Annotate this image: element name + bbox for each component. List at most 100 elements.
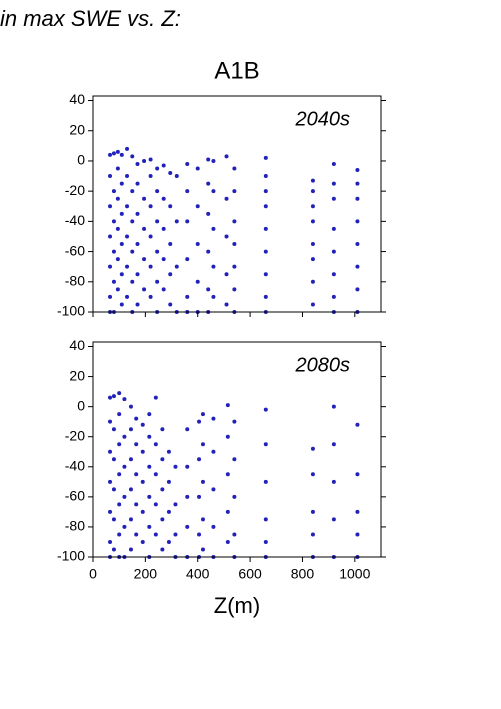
data-point <box>140 449 145 454</box>
y-tick-label: 40 <box>69 91 85 107</box>
data-point <box>128 404 133 409</box>
data-point <box>111 457 116 462</box>
data-point <box>225 509 230 514</box>
data-point <box>155 279 160 284</box>
data-point <box>166 449 171 454</box>
data-point <box>117 502 122 507</box>
data-point <box>117 472 122 477</box>
data-point <box>134 472 139 477</box>
data-point <box>263 442 268 447</box>
data-point <box>108 509 113 514</box>
data-point <box>111 151 116 156</box>
data-point <box>206 211 211 216</box>
data-point <box>263 272 268 277</box>
x-tick-label: 0 <box>89 566 97 582</box>
data-point <box>161 226 166 231</box>
x-tick-label: 600 <box>238 566 262 582</box>
data-point <box>185 524 190 529</box>
data-point <box>331 249 336 254</box>
data-point <box>147 464 152 469</box>
data-point <box>331 181 336 186</box>
data-point <box>111 189 116 194</box>
y-tick-label: -80 <box>65 518 85 534</box>
data-point <box>355 219 360 224</box>
data-point <box>263 479 268 484</box>
data-point <box>115 166 120 171</box>
data-point <box>125 264 130 269</box>
y-tick-label: -60 <box>65 488 85 504</box>
data-point <box>224 196 229 201</box>
plot-frame <box>92 341 382 558</box>
data-point <box>355 181 360 186</box>
data-point <box>232 264 237 269</box>
data-point <box>168 302 173 307</box>
data-point <box>148 174 153 179</box>
data-point <box>232 242 237 247</box>
y-tick-label: -100 <box>57 303 85 319</box>
data-point <box>147 524 152 529</box>
data-point <box>160 427 165 432</box>
data-point <box>119 242 124 247</box>
data-point <box>125 204 130 209</box>
data-point <box>200 547 205 552</box>
data-point <box>232 419 237 424</box>
x-tick-label: 200 <box>134 566 158 582</box>
data-point <box>211 416 216 421</box>
data-point <box>161 257 166 262</box>
data-point <box>225 403 230 408</box>
data-point <box>111 219 116 224</box>
data-point <box>211 226 216 231</box>
data-point <box>122 494 127 499</box>
y-tick-label: 0 <box>77 152 85 168</box>
data-point <box>147 412 152 417</box>
data-point <box>225 539 230 544</box>
data-point <box>117 391 122 396</box>
data-point <box>130 279 135 284</box>
data-point <box>135 242 140 247</box>
data-point <box>310 178 315 183</box>
data-point <box>119 272 124 277</box>
data-point <box>111 427 116 432</box>
data-point <box>108 234 113 239</box>
data-point <box>263 204 268 209</box>
x-tick-label: 800 <box>291 566 315 582</box>
data-point <box>140 422 145 427</box>
data-point <box>185 257 190 262</box>
data-point <box>108 419 113 424</box>
chart-title: A1B <box>214 57 259 84</box>
data-point <box>200 442 205 447</box>
data-point <box>355 422 360 427</box>
data-point <box>331 479 336 484</box>
data-point <box>166 479 171 484</box>
data-point <box>225 472 230 477</box>
data-point <box>174 264 179 269</box>
data-point <box>211 449 216 454</box>
data-point <box>142 196 147 201</box>
y-tick-label: 40 <box>69 337 85 353</box>
data-point <box>195 242 200 247</box>
data-point <box>125 174 130 179</box>
data-point <box>263 249 268 254</box>
data-point <box>185 494 190 499</box>
data-point <box>232 189 237 194</box>
data-point <box>108 395 113 400</box>
data-point <box>174 174 179 179</box>
data-point <box>166 509 171 514</box>
data-point <box>130 219 135 224</box>
data-point <box>211 264 216 269</box>
data-point <box>355 532 360 537</box>
data-point <box>134 532 139 537</box>
data-point <box>331 404 336 409</box>
data-point <box>211 158 216 163</box>
data-point <box>140 509 145 514</box>
data-point <box>232 219 237 224</box>
data-point <box>108 204 113 209</box>
data-point <box>200 479 205 484</box>
panel-annotation: 2080s <box>295 354 351 376</box>
data-point <box>263 174 268 179</box>
data-point <box>206 181 211 186</box>
data-point <box>108 294 113 299</box>
data-point <box>148 264 153 269</box>
data-point <box>128 427 133 432</box>
data-point <box>128 517 133 522</box>
